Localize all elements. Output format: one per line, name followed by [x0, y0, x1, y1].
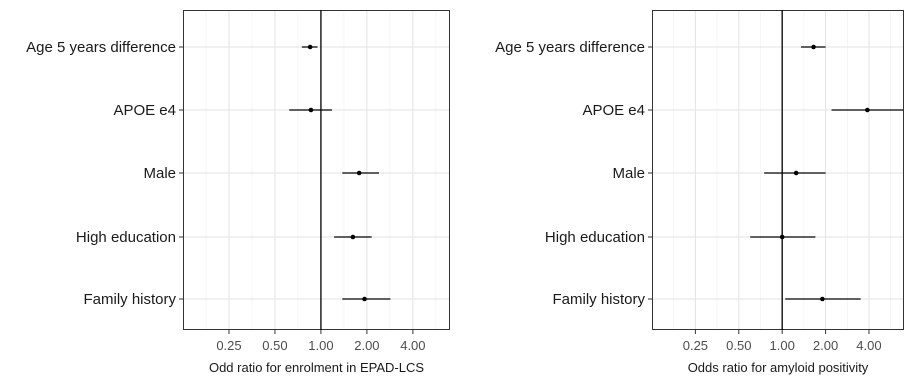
- category-label: Family history: [552, 291, 645, 308]
- category-label: Age 5 years difference: [495, 39, 645, 56]
- category-label: Male: [612, 165, 645, 182]
- x-tick-label: 2.00: [354, 338, 379, 353]
- point-estimate: [350, 234, 356, 240]
- panel-border: [183, 10, 450, 330]
- point-estimate: [820, 296, 825, 302]
- point-estimate: [865, 107, 870, 113]
- point-estimate: [362, 296, 367, 302]
- x-tick-label: 1.00: [308, 338, 333, 353]
- x-tick-label: 2.00: [813, 338, 838, 353]
- category-label: Male: [143, 165, 176, 182]
- panel-background: [183, 10, 450, 330]
- point-estimate: [779, 234, 785, 240]
- x-tick-label: 4.00: [400, 338, 425, 353]
- x-tick-label: 0.25: [683, 338, 708, 353]
- point-estimate: [793, 170, 799, 176]
- category-label: Age 5 years difference: [26, 39, 176, 56]
- x-tick-label: 4.00: [856, 338, 881, 353]
- point-estimate: [356, 170, 362, 176]
- x-tick-label: 0.50: [262, 338, 287, 353]
- x-tick-label: 0.50: [726, 338, 751, 353]
- panel-background: [652, 10, 904, 330]
- forest-panel-2: 0.25 0.50 1.00 2.00 4.00 Odds ratio for amylo…: [495, 10, 904, 375]
- category-label: High education: [545, 229, 645, 246]
- category-label: APOE e4: [113, 102, 176, 119]
- category-label: APOE e4: [582, 102, 645, 119]
- x-tick-label: 0.25: [216, 338, 241, 353]
- category-label: Family history: [83, 291, 176, 308]
- x-axis-title: Odds ratio for amyloid positivity: [688, 360, 869, 375]
- point-estimate: [307, 44, 313, 50]
- x-axis-title: Odd ratio for enrolment in EPAD-LCS: [209, 360, 424, 375]
- x-tick-label: 1.00: [770, 338, 795, 353]
- point-estimate: [308, 107, 314, 113]
- category-label: High education: [76, 229, 176, 246]
- forest-panel-1: 0.25 0.50 1.00 2.00 4.00 Odd ratio for enrolm…: [26, 10, 450, 375]
- panel-border: [652, 10, 904, 330]
- point-estimate: [811, 44, 816, 50]
